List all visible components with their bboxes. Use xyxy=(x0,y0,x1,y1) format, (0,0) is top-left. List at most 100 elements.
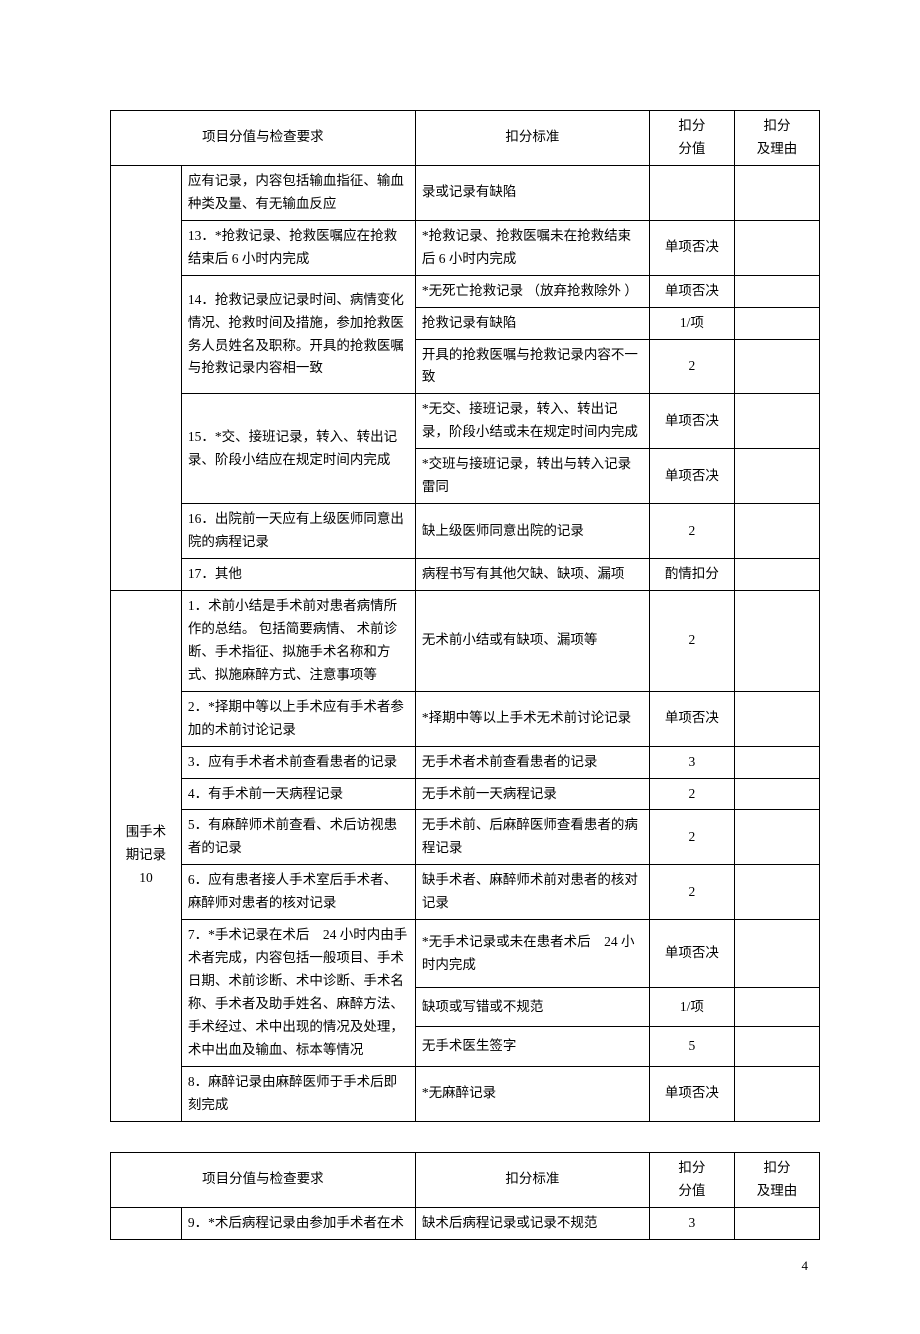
table-row: 9．*术后病程记录由参加手术者在术 缺术后病程记录或记录不规范 3 xyxy=(111,1207,820,1239)
table-row: 17．其他 病程书写有其他欠缺、缺项、漏项 酌情扣分 xyxy=(111,559,820,591)
table-row: 4．有手术前一天病程记录 无手术前一天病程记录 2 xyxy=(111,778,820,810)
requirement-cell: 3．应有手术者术前查看患者的记录 xyxy=(181,746,415,778)
header-score: 扣分分值 xyxy=(649,111,734,166)
table-row: 6．应有患者接人手术室后手术者、麻醉师对患者的核对记录 缺手术者、麻醉师术前对患… xyxy=(111,865,820,920)
table-header-row: 项目分值与检查要求 扣分标准 扣分分值 扣分及理由 xyxy=(111,1152,820,1207)
reason-cell xyxy=(734,449,819,504)
standard-cell: *择期中等以上手术无术前讨论记录 xyxy=(415,691,649,746)
reason-cell xyxy=(734,559,819,591)
reason-cell xyxy=(734,394,819,449)
reason-cell xyxy=(734,275,819,307)
header-requirements: 项目分值与检查要求 xyxy=(111,111,416,166)
table-row: 3．应有手术者术前查看患者的记录 无手术者术前查看患者的记录 3 xyxy=(111,746,820,778)
reason-cell xyxy=(734,1027,819,1066)
scoring-table-2: 项目分值与检查要求 扣分标准 扣分分值 扣分及理由 9．*术后病程记录由参加手术… xyxy=(110,1152,820,1240)
standard-cell: *无死亡抢救记录 （放弃抢救除外 ） xyxy=(415,275,649,307)
standard-cell: 无手术者术前查看患者的记录 xyxy=(415,746,649,778)
requirement-cell: 16．出院前一天应有上级医师同意出院的病程记录 xyxy=(181,504,415,559)
scoring-table-1: 项目分值与检查要求 扣分标准 扣分分值 扣分及理由 应有记录，内容包括输血指征、… xyxy=(110,110,820,1122)
standard-cell: 缺项或写错或不规范 xyxy=(415,987,649,1026)
reason-cell xyxy=(734,691,819,746)
reason-cell xyxy=(734,1207,819,1239)
table-row: 围手术 期记录 10 1．术前小结是手术前对患者病情所作的总结。 包括简要病情、… xyxy=(111,590,820,691)
reason-cell xyxy=(734,504,819,559)
requirement-cell: 15．*交、接班记录，转入、转出记录、阶段小结应在规定时间内完成 xyxy=(181,394,415,504)
reason-cell xyxy=(734,307,819,339)
standard-cell: 录或记录有缺陷 xyxy=(415,165,649,220)
table-row: 8．麻醉记录由麻醉医师于手术后即刻完成 *无麻醉记录 单项否决 xyxy=(111,1066,820,1121)
header-reason: 扣分及理由 xyxy=(734,1152,819,1207)
standard-cell: 抢救记录有缺陷 xyxy=(415,307,649,339)
reason-cell xyxy=(734,987,819,1026)
requirement-cell: 5．有麻醉师术前查看、术后访视患者的记录 xyxy=(181,810,415,865)
table-row: 7．*手术记录在术后 24 小时内由手术者完成，内容包括一般项目、手术日期、术前… xyxy=(111,920,820,988)
header-standard: 扣分标准 xyxy=(415,1152,649,1207)
score-cell: 3 xyxy=(649,746,734,778)
header-reason: 扣分及理由 xyxy=(734,111,819,166)
score-cell: 单项否决 xyxy=(649,1066,734,1121)
score-cell: 2 xyxy=(649,810,734,865)
score-cell xyxy=(649,165,734,220)
requirement-cell: 6．应有患者接人手术室后手术者、麻醉师对患者的核对记录 xyxy=(181,865,415,920)
table-row: 应有记录，内容包括输血指征、输血种类及量、有无输血反应 录或记录有缺陷 xyxy=(111,165,820,220)
score-cell: 5 xyxy=(649,1027,734,1066)
reason-cell xyxy=(734,165,819,220)
score-cell: 2 xyxy=(649,339,734,394)
requirement-cell: 17．其他 xyxy=(181,559,415,591)
requirement-cell: 13．*抢救记录、抢救医嘱应在抢救结束后 6 小时内完成 xyxy=(181,220,415,275)
standard-cell: *无麻醉记录 xyxy=(415,1066,649,1121)
table-row: 16．出院前一天应有上级医师同意出院的病程记录 缺上级医师同意出院的记录 2 xyxy=(111,504,820,559)
score-cell: 2 xyxy=(649,504,734,559)
table-header-row: 项目分值与检查要求 扣分标准 扣分分值 扣分及理由 xyxy=(111,111,820,166)
score-cell: 酌情扣分 xyxy=(649,559,734,591)
score-cell: 单项否决 xyxy=(649,275,734,307)
score-cell: 单项否决 xyxy=(649,449,734,504)
reason-cell xyxy=(734,865,819,920)
standard-cell: 无手术前、后麻醉医师查看患者的病程记录 xyxy=(415,810,649,865)
category-cell-empty xyxy=(111,1207,182,1239)
requirement-cell: 7．*手术记录在术后 24 小时内由手术者完成，内容包括一般项目、手术日期、术前… xyxy=(181,920,415,1067)
score-cell: 单项否决 xyxy=(649,220,734,275)
table-row: 13．*抢救记录、抢救医嘱应在抢救结束后 6 小时内完成 *抢救记录、抢救医嘱未… xyxy=(111,220,820,275)
reason-cell xyxy=(734,746,819,778)
score-cell: 单项否决 xyxy=(649,920,734,988)
score-cell: 1/项 xyxy=(649,307,734,339)
standard-cell: 缺手术者、麻醉师术前对患者的核对记录 xyxy=(415,865,649,920)
standard-cell: *无手术记录或未在患者术后 24 小时内完成 xyxy=(415,920,649,988)
score-cell: 1/项 xyxy=(649,987,734,1026)
table-row: 15．*交、接班记录，转入、转出记录、阶段小结应在规定时间内完成 *无交、接班记… xyxy=(111,394,820,449)
category-cell-empty xyxy=(111,165,182,590)
category-cell-perioperative: 围手术 期记录 10 xyxy=(111,590,182,1121)
header-requirements: 项目分值与检查要求 xyxy=(111,1152,416,1207)
header-standard: 扣分标准 xyxy=(415,111,649,166)
reason-cell xyxy=(734,220,819,275)
requirement-cell: 4．有手术前一天病程记录 xyxy=(181,778,415,810)
score-cell: 单项否决 xyxy=(649,691,734,746)
reason-cell xyxy=(734,590,819,691)
standard-cell: *抢救记录、抢救医嘱未在抢救结束后 6 小时内完成 xyxy=(415,220,649,275)
standard-cell: 无手术医生签字 xyxy=(415,1027,649,1066)
score-cell: 单项否决 xyxy=(649,394,734,449)
requirement-cell: 2．*择期中等以上手术应有手术者参加的术前讨论记录 xyxy=(181,691,415,746)
standard-cell: 无手术前一天病程记录 xyxy=(415,778,649,810)
score-cell: 2 xyxy=(649,590,734,691)
reason-cell xyxy=(734,920,819,988)
reason-cell xyxy=(734,339,819,394)
requirement-cell: 1．术前小结是手术前对患者病情所作的总结。 包括简要病情、 术前诊断、手术指征、… xyxy=(181,590,415,691)
score-cell: 2 xyxy=(649,865,734,920)
table-row: 5．有麻醉师术前查看、术后访视患者的记录 无手术前、后麻醉医师查看患者的病程记录… xyxy=(111,810,820,865)
standard-cell: *无交、接班记录，转入、转出记录，阶段小结或未在规定时间内完成 xyxy=(415,394,649,449)
header-score: 扣分分值 xyxy=(649,1152,734,1207)
standard-cell: 缺上级医师同意出院的记录 xyxy=(415,504,649,559)
requirement-cell: 8．麻醉记录由麻醉医师于手术后即刻完成 xyxy=(181,1066,415,1121)
score-cell: 3 xyxy=(649,1207,734,1239)
requirement-cell: 9．*术后病程记录由参加手术者在术 xyxy=(181,1207,415,1239)
standard-cell: 无术前小结或有缺项、漏项等 xyxy=(415,590,649,691)
score-cell: 2 xyxy=(649,778,734,810)
table-row: 2．*择期中等以上手术应有手术者参加的术前讨论记录 *择期中等以上手术无术前讨论… xyxy=(111,691,820,746)
requirement-cell: 应有记录，内容包括输血指征、输血种类及量、有无输血反应 xyxy=(181,165,415,220)
reason-cell xyxy=(734,810,819,865)
standard-cell: 病程书写有其他欠缺、缺项、漏项 xyxy=(415,559,649,591)
standard-cell: 缺术后病程记录或记录不规范 xyxy=(415,1207,649,1239)
standard-cell: *交班与接班记录，转出与转入记录雷同 xyxy=(415,449,649,504)
